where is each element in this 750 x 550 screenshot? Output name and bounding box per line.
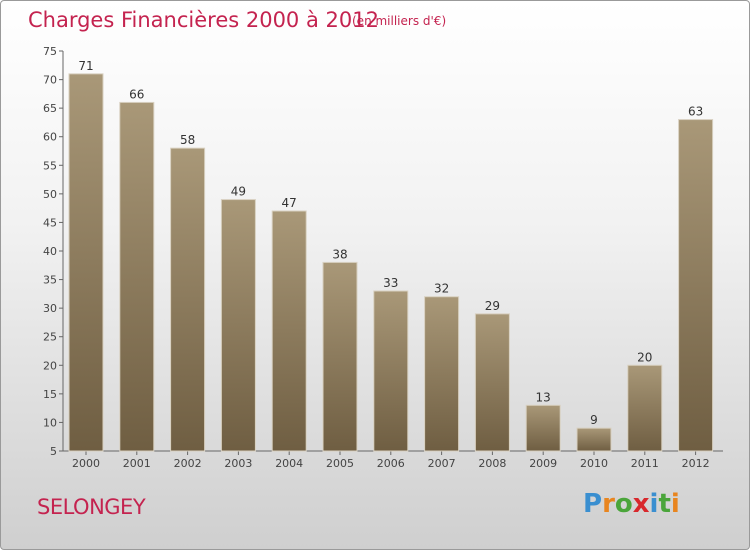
y-tick-label: 70 <box>43 74 57 87</box>
bar <box>271 210 307 452</box>
x-tick-label: 2009 <box>529 457 557 470</box>
data-label: 66 <box>129 87 144 101</box>
x-tick-label: 2012 <box>682 457 710 470</box>
logo-letter: i <box>649 489 659 519</box>
y-tick-label: 20 <box>43 359 57 372</box>
data-label: 58 <box>180 133 195 147</box>
town-name: SELONGEY <box>37 495 146 519</box>
y-tick-label: 40 <box>43 245 57 258</box>
x-tick-label: 2005 <box>326 457 354 470</box>
y-tick-label: 25 <box>43 331 57 344</box>
y-tick-label: 10 <box>43 416 57 429</box>
data-label: 47 <box>282 196 297 210</box>
bar <box>373 290 409 452</box>
y-tick-label: 60 <box>43 131 57 144</box>
x-tick-label: 2001 <box>123 457 151 470</box>
data-label: 29 <box>485 299 500 313</box>
bar <box>627 364 663 452</box>
data-label: 38 <box>332 247 347 261</box>
chart-subtitle: (en milliers d'€) <box>352 14 447 28</box>
bar <box>525 404 561 452</box>
y-tick-label: 55 <box>43 159 57 172</box>
data-label: 32 <box>434 282 449 296</box>
data-label: 71 <box>78 59 93 73</box>
bar <box>678 119 714 452</box>
x-tick-label: 2002 <box>174 457 202 470</box>
bar <box>170 147 206 452</box>
x-tick-label: 2000 <box>72 457 100 470</box>
bar <box>119 101 155 452</box>
bar <box>576 427 612 452</box>
y-tick-label: 15 <box>43 388 57 401</box>
data-label: 9 <box>590 413 598 427</box>
x-tick-label: 2006 <box>377 457 405 470</box>
proxiti-logo: Proxiti <box>583 489 680 519</box>
x-tick-label: 2010 <box>580 457 608 470</box>
x-tick-label: 2007 <box>428 457 456 470</box>
data-label: 49 <box>231 185 246 199</box>
logo-letter: o <box>614 489 633 519</box>
y-tick-label: 45 <box>43 216 57 229</box>
x-tick-label: 2011 <box>631 457 659 470</box>
x-tick-label: 2004 <box>275 457 303 470</box>
logo-letter: i <box>670 489 680 519</box>
y-tick-label: 30 <box>43 302 57 315</box>
bar <box>474 313 510 452</box>
logo-letter: t <box>658 489 671 519</box>
bar <box>424 296 460 452</box>
y-tick-label: 65 <box>43 102 57 115</box>
y-tick-label: 35 <box>43 274 57 287</box>
bar <box>68 73 104 452</box>
y-tick-label: 75 <box>43 45 57 58</box>
data-label: 20 <box>637 350 652 364</box>
x-tick-label: 2003 <box>224 457 252 470</box>
data-label: 33 <box>383 276 398 290</box>
chart-title: Charges Financières 2000 à 2012 <box>28 8 379 32</box>
bar <box>322 261 358 452</box>
y-tick-label: 5 <box>50 445 57 458</box>
logo-letter: P <box>583 489 603 519</box>
data-label: 63 <box>688 105 703 119</box>
x-tick-label: 2008 <box>478 457 506 470</box>
logo-letter: r <box>602 489 615 519</box>
bar <box>220 199 256 452</box>
y-tick-label: 50 <box>43 188 57 201</box>
logo-letter: x <box>632 489 650 519</box>
data-label: 13 <box>536 390 551 404</box>
